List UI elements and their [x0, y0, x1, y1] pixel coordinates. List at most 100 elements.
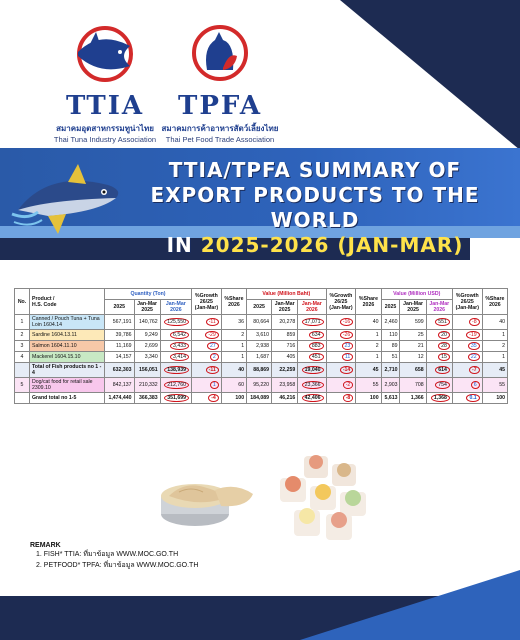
cell-value: 708: [415, 382, 424, 388]
cell-qg: -4: [191, 392, 222, 404]
share-year: 2026: [362, 301, 375, 308]
cell-value: -16: [339, 318, 354, 326]
cell-value: 23,366: [301, 381, 324, 389]
janmar-label: Jan-Mar: [165, 301, 186, 307]
cell-value: 2: [241, 332, 245, 338]
cell-value: 3,610: [256, 332, 270, 338]
cell-value: 89: [391, 343, 398, 349]
table-header-row: No. Product / H.S. Code Quantity (Ton) %G…: [14, 288, 509, 315]
cell-u25: 110: [380, 329, 401, 341]
cell-qjm25: 2,699: [133, 340, 161, 352]
cell-ujm26: 1,368: [425, 392, 453, 404]
janmar-label: Jan-Mar: [403, 301, 424, 307]
cell-u25: 2,903: [380, 377, 401, 393]
cell-bg: -26: [325, 329, 357, 341]
year-label: 2026: [170, 307, 182, 313]
cell-qg: -11: [191, 314, 222, 330]
sub-janmar-2026: Jan-Mar 2026: [425, 299, 453, 315]
cell-bg: -16: [325, 314, 357, 330]
cell-qjm25: 9,249: [133, 329, 161, 341]
cell-qjm26: 3,433: [159, 340, 193, 352]
header-value-baht: Value (Million Baht): [246, 288, 327, 300]
cell-value: 6,542: [170, 331, 189, 339]
cell-qjm26: 212,760: [159, 377, 193, 393]
cell-b25: 184,089: [246, 392, 273, 404]
year-label: 2025: [407, 307, 419, 313]
cell-value: 859: [286, 332, 296, 338]
title-year-range: 2025-2026 (JAN-MAR): [200, 233, 464, 257]
cell-qjm25: 3,340: [133, 351, 161, 363]
cell-value: 125,550: [164, 318, 189, 326]
cell-value: 45: [372, 367, 379, 373]
cell-u25: 5,613: [380, 392, 401, 404]
row-number: [14, 392, 30, 404]
cell-value: 351,699: [164, 394, 189, 402]
pet-food-jars-photo: [280, 455, 366, 540]
cell-value: 614: [435, 366, 450, 374]
sub-janmar-2025: Jan-Mar 2025: [133, 299, 161, 315]
page-title: TTIA/TPFA SUMMARY OF EXPORT PRODUCTS TO …: [120, 158, 510, 258]
cell-value: 210,332: [138, 382, 158, 388]
tuna-fish-illustration: [11, 164, 119, 234]
janmar-label: Jan-Mar: [274, 301, 295, 307]
canned-tuna-photo: [161, 484, 253, 526]
cell-value: 1: [209, 381, 219, 389]
table-row: Total of Fish products no 1 - 4 632,303 15…: [14, 362, 509, 378]
header-usd-share: %Share 2026: [481, 288, 509, 315]
year-label: 2026: [433, 307, 446, 313]
ttia-logo: TTIA สมาคมอุตสาหกรรมทูน่าไทย Thai Tuna I…: [40, 22, 170, 144]
header-baht-growth: %Growth 26/25 (Jan-Mar): [325, 288, 357, 315]
row-number: [14, 362, 30, 378]
growth-label: %Growth: [195, 292, 218, 299]
cell-value: 754: [435, 381, 450, 389]
cell-value: 20,278: [279, 319, 296, 325]
cell-us: 45: [481, 362, 509, 378]
cell-ug: 6: [451, 377, 483, 393]
growth-period: (Jan-Mar): [455, 304, 479, 311]
cell-qjm25: 210,332: [133, 377, 161, 393]
cell-value: 20: [438, 331, 450, 339]
cell-qg: 2: [191, 351, 222, 363]
cell-value: 2: [209, 353, 219, 361]
banner-navy-stripe: [0, 238, 470, 260]
sub-2025: 2025: [380, 299, 401, 315]
cell-value: -7: [469, 366, 480, 374]
cell-b25: 88,869: [246, 362, 273, 378]
cell-value: 842,137: [112, 382, 132, 388]
cell-ujm26: 551: [425, 314, 453, 330]
header-quantity: Quantity (Ton): [104, 288, 192, 300]
row-number: 3: [14, 340, 30, 352]
cell-qjm25: 156,051: [133, 362, 161, 378]
cell-value: 55: [499, 382, 505, 388]
cell-value: -8: [342, 394, 354, 402]
cell-bjm26: 883: [297, 340, 327, 352]
growth-period: (Jan-Mar): [194, 304, 219, 311]
cell-value: 11: [341, 353, 354, 361]
cell-value: 15: [438, 353, 450, 361]
header-product: Product / H.S. Code: [29, 288, 105, 315]
export-summary-table: No. Product / H.S. Code Quantity (Ton) %G…: [14, 288, 509, 404]
cell-value: 46,216: [279, 395, 296, 401]
growth-sub: 26/25: [334, 298, 348, 305]
cell-q25: 567,191: [104, 314, 135, 330]
cell-ug: -19: [451, 329, 483, 341]
row-product-label: Canned / Pouch Tuna + Tuna Loin 1604.14: [29, 314, 105, 330]
cell-ug: -7: [451, 362, 483, 378]
cell-value: 40: [372, 319, 379, 325]
cell-value: 100: [369, 395, 379, 401]
cell-bjm26: 451: [297, 351, 327, 363]
cell-ug: 22: [451, 351, 483, 363]
cell-ujm26: 28: [425, 340, 453, 352]
cell-qjm26: 3,414: [159, 351, 193, 363]
cell-value: 1: [375, 332, 379, 338]
cell-bjm26: 23,366: [297, 377, 327, 393]
cell-value: 28: [438, 342, 450, 350]
janmar-label: Jan-Mar: [429, 301, 450, 307]
header-hs-label: H.S. Code: [32, 301, 57, 308]
header-qty-share: %Share 2026: [220, 288, 248, 315]
cell-ug: 0.1: [451, 392, 483, 404]
cell-value: 23: [341, 342, 354, 350]
table-row: 5 Dog/cat food for retail sale 2309.10 842…: [14, 377, 509, 393]
header-usd-growth: %Growth 26/25 (Jan-Mar): [451, 288, 483, 315]
cell-bjm25: 22,259: [271, 362, 299, 378]
